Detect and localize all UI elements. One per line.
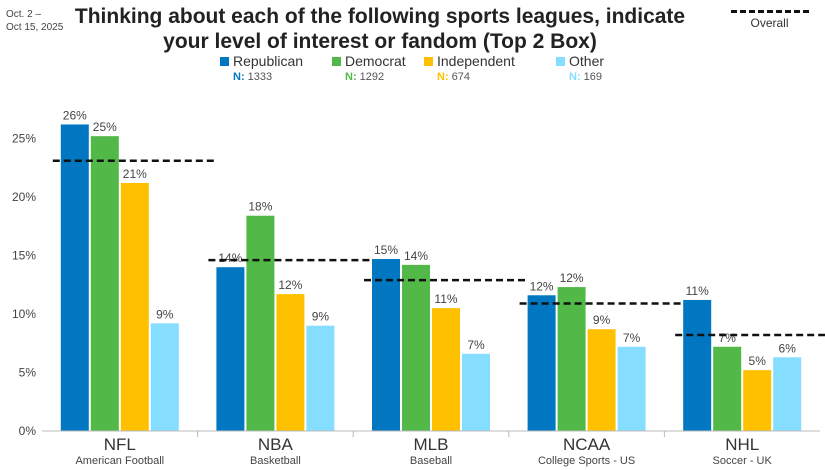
data-label: 7% <box>623 331 641 345</box>
chart-title: Thinking about each of the following spo… <box>74 5 686 53</box>
legend-label-democrat: Democrat <box>345 53 406 69</box>
bar-nfl-democrat <box>90 136 119 431</box>
y-tick-label: 25% <box>12 132 36 146</box>
legend-swatch-other <box>556 57 565 66</box>
bar-nhl-other <box>773 357 802 431</box>
bar-nhl-democrat <box>713 346 742 431</box>
category-label-mlb: MLB <box>414 435 449 454</box>
category-label-nba: NBA <box>258 435 294 454</box>
data-label: 9% <box>593 313 611 327</box>
legend-label-republican: Republican <box>233 53 303 69</box>
legend-label-other: Other <box>569 53 604 69</box>
bar-mlb-republican <box>372 259 400 431</box>
data-label: 15% <box>374 243 398 257</box>
bar-nfl-other <box>150 323 179 431</box>
category-sublabel-mlb: Baseball <box>410 455 452 467</box>
data-label: 9% <box>156 307 174 321</box>
bar-nba-independent <box>276 294 305 431</box>
legend-swatch-democrat <box>332 57 341 66</box>
bar-mlb-other <box>462 353 490 431</box>
category-sublabel-ncaa: College Sports - US <box>538 455 635 467</box>
data-label: 7% <box>719 331 737 345</box>
data-label: 11% <box>686 284 709 298</box>
legend-n-other: N: 169 <box>569 71 602 83</box>
bar-nba-democrat <box>246 215 275 431</box>
data-label: 26% <box>63 108 87 122</box>
legend-n-democrat: N: 1292 <box>345 71 384 83</box>
legend-n-republican: N: 1333 <box>233 71 272 83</box>
bar-mlb-independent <box>432 308 460 431</box>
bar-nhl-republican <box>683 299 712 431</box>
category-label-nhl: NHL <box>725 435 759 454</box>
category-label-ncaa: NCAA <box>563 435 611 454</box>
y-tick-label: 10% <box>12 307 36 321</box>
bar-nfl-republican <box>60 124 89 432</box>
legend-n-independent: N: 674 <box>437 71 470 83</box>
overall-legend: Overall <box>722 6 817 30</box>
bar-nhl-independent <box>743 370 772 431</box>
category-sublabel-nfl: American Football <box>75 455 164 467</box>
data-label: 12% <box>560 271 584 285</box>
y-tick-label: 0% <box>19 424 37 438</box>
category-sublabel-nhl: Soccer - UK <box>713 455 773 467</box>
data-label: 11% <box>434 292 457 306</box>
overall-legend-label: Overall <box>750 16 789 30</box>
data-label: 7% <box>467 338 485 352</box>
legend-label-independent: Independent <box>437 53 515 69</box>
date-range: Oct. 2 – Oct 15, 2025 <box>6 9 64 33</box>
y-tick-label: 5% <box>19 366 37 380</box>
data-label: 12% <box>278 278 302 292</box>
category-sublabel-nba: Basketball <box>250 455 301 467</box>
bar-ncaa-democrat <box>557 287 586 431</box>
legend-swatch-independent <box>424 57 433 66</box>
bar-nba-other <box>306 325 335 431</box>
data-label: 21% <box>123 167 147 181</box>
y-tick-label: 20% <box>12 190 36 204</box>
bar-ncaa-republican <box>527 295 556 431</box>
data-label: 12% <box>530 279 554 293</box>
data-label: 9% <box>312 310 330 324</box>
data-label: 5% <box>749 354 767 368</box>
data-label: 6% <box>779 341 797 355</box>
bar-nba-republican <box>216 267 245 431</box>
category-label-nfl: NFL <box>104 435 136 454</box>
bar-ncaa-independent <box>587 329 616 431</box>
bar-nfl-independent <box>120 182 149 431</box>
y-tick-label: 15% <box>12 249 36 263</box>
overall-legend-line <box>730 10 809 13</box>
data-label: 14% <box>218 251 242 265</box>
legend-swatch-republican <box>220 57 229 66</box>
bar-ncaa-other <box>617 346 646 431</box>
data-label: 18% <box>248 200 272 214</box>
data-label: 25% <box>93 120 117 134</box>
bar-mlb-democrat <box>402 264 430 431</box>
data-label: 14% <box>404 249 428 263</box>
